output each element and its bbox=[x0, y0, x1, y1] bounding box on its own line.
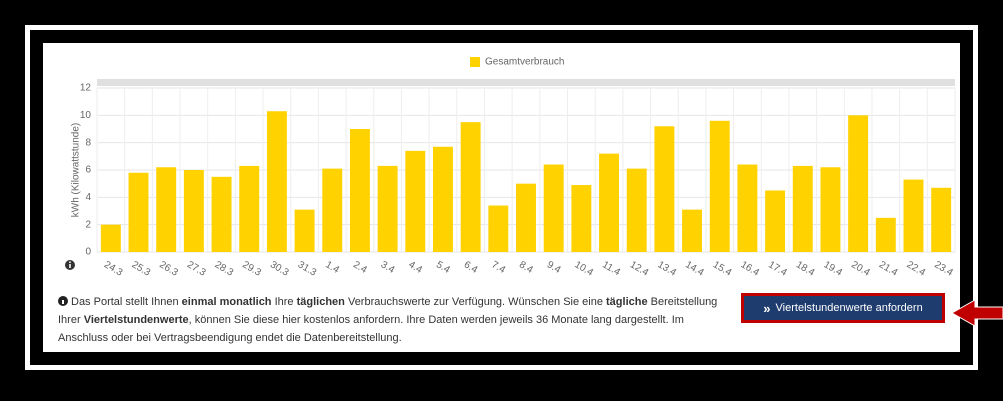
bar bbox=[820, 167, 841, 252]
bar bbox=[516, 183, 536, 252]
bar bbox=[626, 168, 647, 252]
x-tick-label: 17.4 bbox=[766, 259, 789, 278]
bar bbox=[266, 111, 287, 252]
notice-text: einmal monatlich bbox=[181, 296, 272, 308]
button-label: Viertelstundenwerte anfordern bbox=[775, 302, 923, 314]
x-tick-label: 25.3 bbox=[130, 259, 153, 278]
x-tick-label: 21.4 bbox=[877, 259, 900, 278]
notice-text: , können Sie diese hier kostenlos anford… bbox=[58, 314, 684, 344]
bar bbox=[488, 205, 509, 252]
x-tick-label: 27.3 bbox=[185, 259, 208, 278]
bar bbox=[239, 165, 260, 252]
scroll-bar bbox=[97, 79, 955, 86]
x-tick-label: 6.4 bbox=[462, 259, 480, 276]
bar bbox=[183, 170, 204, 252]
bar bbox=[433, 146, 453, 252]
x-tick-label: 11.4 bbox=[600, 259, 622, 278]
bar bbox=[765, 190, 786, 252]
bar bbox=[903, 179, 924, 252]
bar bbox=[571, 185, 592, 252]
x-tick-label: 16.4 bbox=[739, 259, 762, 278]
button-icon: » bbox=[763, 300, 771, 316]
y-tick-label: 4 bbox=[85, 192, 91, 203]
info-icon bbox=[65, 260, 75, 270]
bar bbox=[792, 165, 813, 252]
bar bbox=[709, 120, 730, 252]
bar bbox=[654, 126, 675, 252]
legend-label: Gesamtverbrauch bbox=[485, 57, 564, 68]
x-tick-label: 3.4 bbox=[379, 259, 397, 276]
x-tick-label: 23.4 bbox=[932, 259, 955, 278]
bar bbox=[377, 165, 398, 252]
x-tick-label: 2.4 bbox=[351, 259, 369, 276]
bar bbox=[100, 224, 121, 252]
x-tick-label: 29.3 bbox=[240, 259, 263, 278]
bar bbox=[460, 122, 481, 253]
bar bbox=[322, 168, 343, 252]
x-tick-label: 14.4 bbox=[683, 259, 706, 278]
x-tick-label: 22.4 bbox=[905, 259, 928, 278]
x-tick-label: 10.4 bbox=[573, 259, 596, 278]
x-tick-label: 30.3 bbox=[268, 259, 291, 278]
x-tick-label: 4.4 bbox=[406, 259, 424, 276]
x-tick-label: 28.3 bbox=[213, 259, 236, 278]
bar bbox=[349, 129, 370, 252]
x-tick-label: 15.4 bbox=[711, 259, 734, 278]
x-tick-label: 24.3 bbox=[102, 259, 125, 278]
bar bbox=[156, 167, 177, 252]
notice-text: Verbrauchswerte zur Verfügung. Wünschen … bbox=[344, 296, 607, 308]
bar bbox=[294, 209, 315, 252]
notice-text: Ihre bbox=[271, 296, 297, 308]
x-tick-label: 13.4 bbox=[656, 259, 679, 278]
y-tick-label: 10 bbox=[80, 110, 92, 121]
x-tick-label: 1.4 bbox=[323, 259, 341, 276]
bar bbox=[405, 150, 426, 252]
bar bbox=[848, 115, 869, 252]
notice-text: Viertelstundenwerte bbox=[83, 314, 189, 326]
x-tick-label: 9.4 bbox=[545, 259, 563, 276]
bar bbox=[543, 164, 564, 252]
x-tick-label: 8.4 bbox=[517, 259, 535, 276]
y-axis-label: kWh (Kilowattstunde) bbox=[71, 123, 82, 217]
bar bbox=[875, 217, 896, 252]
x-tick-label: 20.4 bbox=[849, 259, 872, 278]
x-tick-label: 5.4 bbox=[434, 259, 452, 276]
x-tick-label: 12.4 bbox=[628, 259, 651, 278]
x-tick-label: 26.3 bbox=[157, 259, 180, 278]
pointer-arrow bbox=[950, 299, 1003, 327]
notice-text: Bereitstellung Ihrer bbox=[58, 296, 718, 326]
y-tick-label: 2 bbox=[85, 219, 91, 230]
bar bbox=[128, 172, 149, 252]
bar bbox=[682, 209, 703, 252]
notice-text: Das Portal stellt Ihnen bbox=[71, 296, 182, 308]
y-tick-label: 12 bbox=[80, 83, 92, 94]
y-tick-label: 8 bbox=[85, 137, 91, 148]
bar bbox=[737, 164, 758, 252]
legend-swatch bbox=[470, 57, 480, 67]
x-tick-label: 31.3 bbox=[296, 259, 319, 278]
x-tick-label: 19.4 bbox=[822, 259, 845, 278]
bar bbox=[211, 176, 232, 252]
bar bbox=[931, 187, 952, 252]
notice-text: täglichen bbox=[296, 296, 345, 308]
x-tick-label: 18.4 bbox=[794, 259, 817, 278]
y-tick-label: 0 bbox=[85, 247, 91, 258]
request-button[interactable]: » Viertelstundenwerte anfordern bbox=[741, 293, 945, 323]
x-tick-label: 7.4 bbox=[490, 259, 508, 276]
notice-text: tägliche bbox=[606, 296, 648, 308]
notice: Das Portal stellt Ihnen einmal monatlich… bbox=[58, 293, 733, 347]
y-tick-label: 6 bbox=[85, 165, 91, 176]
bar bbox=[599, 153, 619, 252]
info-icon bbox=[58, 296, 68, 306]
